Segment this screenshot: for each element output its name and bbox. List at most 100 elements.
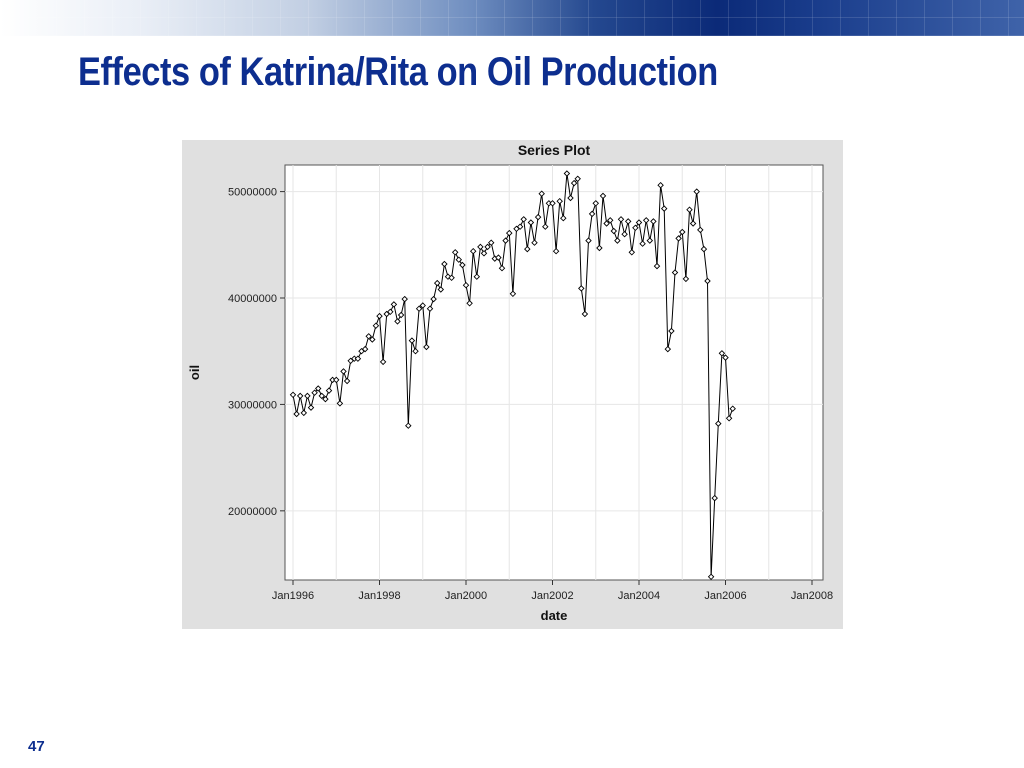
series-plot-chart: 20000000 30000000 40000000 50000000 Jan1996 J… [187,142,833,623]
data-point [711,494,718,502]
data-point [336,400,344,407]
data-point [408,337,416,344]
data-point [376,312,383,320]
data-point [617,216,625,223]
data-point [704,277,711,285]
y-axis-title: oil [187,365,202,380]
data-point [318,392,326,400]
y-tick-label: 20000000 [228,506,277,518]
data-point [289,391,297,399]
data-point [722,354,729,361]
data-point [307,404,315,411]
data-point [394,318,401,325]
data-point [718,350,726,357]
data-point [354,355,362,362]
data-point [585,237,592,244]
data-point [477,243,484,251]
data-point [498,264,506,272]
data-point [451,249,459,256]
data-point [415,305,423,312]
data-point [448,274,455,282]
data-point [340,368,347,375]
data-point [397,311,405,319]
data-point [570,179,578,187]
data-point [650,218,657,225]
data-point [653,262,661,270]
x-axis-title: date [541,608,568,623]
data-point [668,327,675,335]
data-point [455,256,463,263]
data-point [531,239,538,246]
banner-pattern [0,0,1024,36]
header-banner [0,0,1024,36]
data-point [628,249,636,256]
data-point [311,389,318,396]
data-point [678,228,686,236]
data-point [412,347,419,355]
data-point [379,358,387,366]
data-point [614,237,621,244]
data-point [300,409,308,417]
data-point [423,343,430,351]
data-point [524,245,531,253]
x-tick-label: Jan2000 [445,590,487,602]
data-point [430,295,437,303]
x-tick-label: Jan2004 [618,590,660,602]
page-number: 47 [28,738,45,755]
data-point [599,192,607,200]
y-tick-label: 50000000 [228,187,277,199]
data-point [581,310,589,318]
data-point [646,237,654,244]
data-point [293,410,300,418]
data-point [480,250,488,257]
data-point [369,336,376,343]
slide-title: Effects of Katrina/Rita on Oil Productio… [78,50,718,94]
data-point [635,219,643,226]
data-point [578,285,585,292]
data-point [459,261,466,269]
data-point [333,376,340,384]
data-point [538,190,545,197]
data-point [621,230,628,238]
data-point [405,422,412,429]
data-point [387,308,394,316]
data-point [296,392,304,400]
data-point [437,286,445,293]
data-point [671,269,679,276]
data-point [426,305,434,312]
data-point [675,235,682,242]
x-tick-label: Jan2002 [531,590,573,602]
data-point [567,194,574,202]
data-point [552,247,560,255]
data-point [462,281,470,289]
data-point [686,206,693,213]
x-tick-label: Jan1996 [272,590,314,602]
data-point [304,392,311,400]
data-point [697,226,704,234]
data-point [441,260,448,268]
data-point [516,223,524,230]
data-point [419,302,426,309]
chart-title: Series Plot [518,142,591,158]
data-point [469,247,477,255]
data-point [603,220,610,227]
data-point [560,214,567,222]
chart-panel: 20000000 30000000 40000000 50000000 Jan1996 J… [182,140,843,629]
data-point [624,218,632,225]
data-point [527,219,535,226]
data-point [473,273,481,280]
data-point [632,224,639,232]
data-point [592,200,600,207]
data-point [365,333,372,340]
data-point [574,175,581,183]
data-point [715,420,722,427]
data-point [664,345,672,353]
data-point [660,205,668,212]
y-tick-label: 40000000 [228,293,277,305]
data-point [693,188,700,195]
data-point [487,239,495,246]
data-point [657,181,664,189]
data-point [606,217,614,224]
data-point [642,217,650,224]
x-tick-label: Jan1998 [358,590,400,602]
